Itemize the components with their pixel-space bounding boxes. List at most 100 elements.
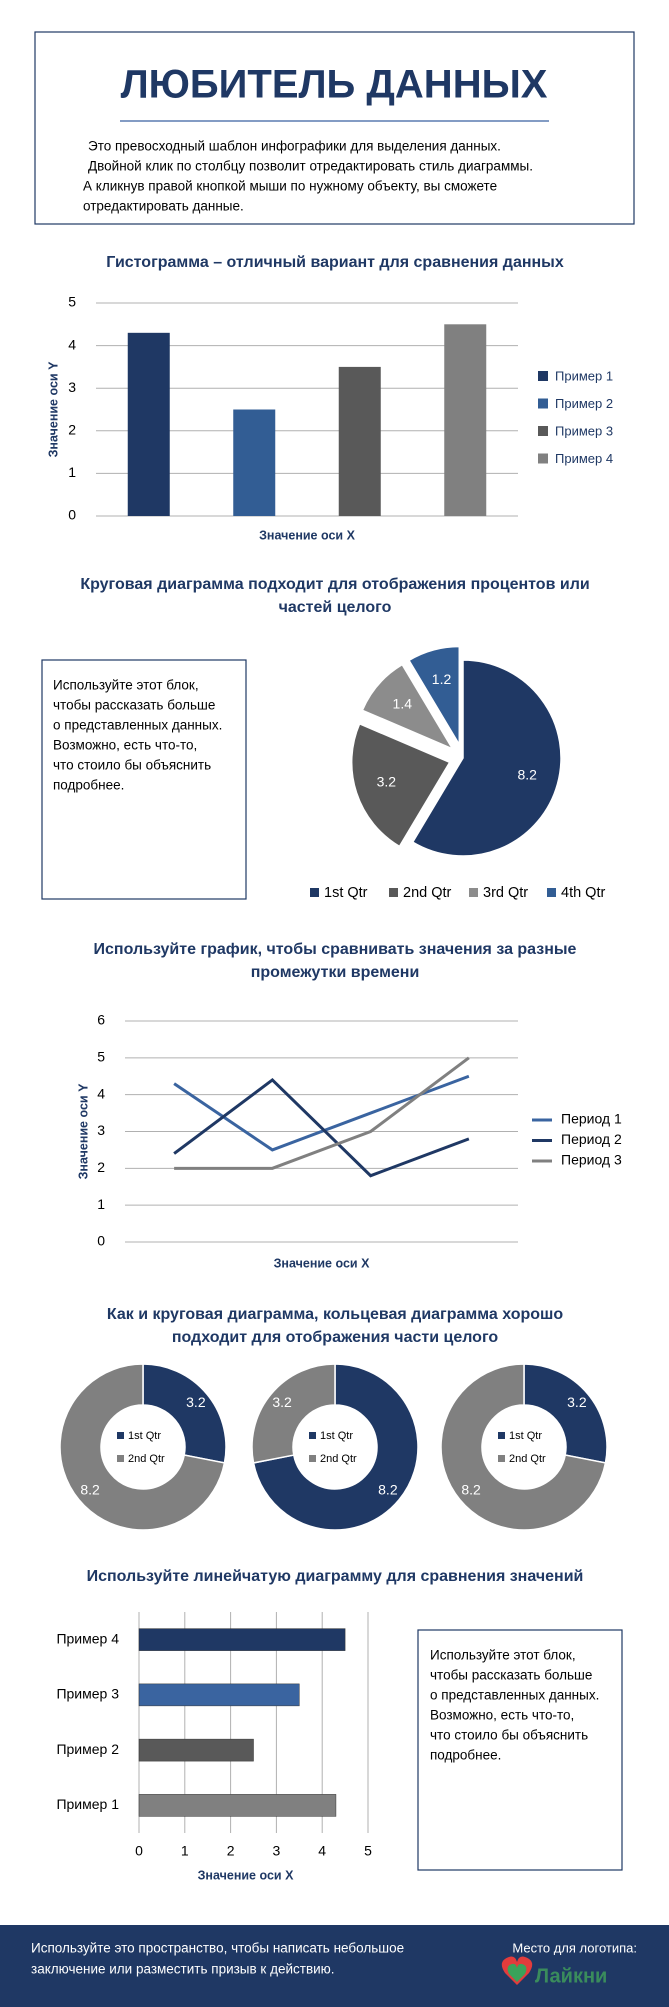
legend-swatch bbox=[309, 1432, 316, 1439]
legend-label: 2nd Qtr bbox=[509, 1453, 546, 1465]
legend-swatch bbox=[117, 1432, 124, 1439]
x-tick-label: 0 bbox=[135, 1843, 143, 1859]
pie-slice bbox=[350, 722, 451, 848]
y-tick-label: 3 bbox=[68, 379, 76, 395]
data-label: 8.2 bbox=[461, 1481, 481, 1497]
line-series bbox=[174, 1056, 470, 1170]
y-tick-label: 0 bbox=[97, 1233, 105, 1249]
legend-swatch bbox=[538, 426, 548, 436]
y-tick-label: 2 bbox=[68, 422, 76, 438]
data-label: 1.2 bbox=[432, 671, 452, 687]
legend-label: Период 1 bbox=[561, 1111, 622, 1127]
donut-slice bbox=[142, 1363, 227, 1464]
data-label: 3.2 bbox=[377, 774, 397, 790]
legend-label: 3rd Qtr bbox=[483, 885, 528, 901]
y-tick-label: Пример 3 bbox=[56, 1686, 119, 1702]
legend-swatch bbox=[389, 888, 398, 897]
text-block-line: Используйте этот блок, bbox=[430, 1648, 576, 1663]
bar bbox=[444, 324, 487, 516]
data-label: 1.4 bbox=[393, 696, 413, 712]
y-tick-label: Пример 1 bbox=[56, 1796, 119, 1812]
bar bbox=[233, 409, 276, 516]
text-block-line: Возможно, есть что-то, bbox=[430, 1708, 574, 1723]
x-axis-label: Значение оси X bbox=[259, 528, 355, 542]
donut-slice bbox=[252, 1363, 419, 1531]
legend-label: Пример 2 bbox=[555, 396, 613, 411]
text-block-line: что стоило бы объяснить bbox=[53, 758, 211, 773]
donut-slice bbox=[523, 1363, 608, 1464]
x-tick-label: 2 bbox=[227, 1843, 235, 1859]
legend-swatch bbox=[538, 453, 548, 464]
y-tick-label: Пример 2 bbox=[56, 1741, 119, 1757]
legend-label: 1st Qtr bbox=[320, 1430, 353, 1442]
legend-label: 2nd Qtr bbox=[320, 1453, 357, 1465]
chart-title: Гистограмма – отличный вариант для сравн… bbox=[106, 254, 564, 271]
legend-swatch bbox=[117, 1455, 124, 1462]
line-series bbox=[173, 1074, 470, 1152]
bar bbox=[138, 1794, 337, 1817]
header-box bbox=[34, 31, 635, 225]
legend-swatch bbox=[538, 398, 548, 409]
legend-label: 4th Qtr bbox=[561, 885, 605, 901]
legend-label: Пример 3 bbox=[555, 423, 613, 438]
x-tick-label: 3 bbox=[273, 1843, 281, 1859]
chart-title: Используйте график, чтобы сравнивать зна… bbox=[93, 941, 577, 981]
bar bbox=[338, 366, 381, 516]
legend-label: 1st Qtr bbox=[509, 1430, 542, 1442]
y-tick-label: Пример 4 bbox=[56, 1630, 119, 1646]
legend-label: Пример 1 bbox=[555, 368, 613, 383]
legend-swatch bbox=[498, 1455, 505, 1462]
x-tick-label: 1 bbox=[181, 1843, 189, 1859]
legend-label: 2nd Qtr bbox=[128, 1453, 165, 1465]
legend-swatch bbox=[310, 888, 319, 897]
bar bbox=[138, 1683, 300, 1707]
text-block-line: чтобы рассказать больше bbox=[430, 1668, 592, 1683]
bar bbox=[138, 1628, 346, 1651]
pie-slice bbox=[411, 659, 562, 857]
header-text: А кликнув правой кнопкой мыши по нужному… bbox=[83, 179, 497, 194]
y-tick-label: 3 bbox=[97, 1122, 105, 1138]
legend-label: Период 3 bbox=[561, 1152, 622, 1168]
x-tick-label: 5 bbox=[364, 1843, 372, 1859]
legend-label: 2nd Qtr bbox=[403, 885, 452, 901]
logo-text: Лайкни bbox=[535, 1965, 607, 1987]
legend-label: 1st Qtr bbox=[128, 1430, 161, 1442]
legend-swatch bbox=[469, 888, 478, 897]
y-tick-label: 5 bbox=[68, 294, 76, 310]
y-tick-label: 0 bbox=[68, 507, 76, 523]
text-block-line: что стоило бы объяснить bbox=[430, 1728, 588, 1743]
y-axis-label: Значение оси Y bbox=[76, 1083, 90, 1179]
footer-text: Используйте это пространство, чтобы напи… bbox=[31, 1941, 404, 1956]
legend-swatch bbox=[498, 1432, 505, 1439]
bar bbox=[138, 1738, 254, 1762]
data-label: 8.2 bbox=[518, 766, 538, 782]
x-axis-label: Значение оси X bbox=[198, 1868, 294, 1882]
text-block-line: чтобы рассказать больше bbox=[53, 698, 215, 713]
text-block-line: подробнее. bbox=[430, 1748, 501, 1763]
pie-slice bbox=[361, 663, 455, 751]
text-block-line: подробнее. bbox=[53, 778, 124, 793]
data-label: 8.2 bbox=[80, 1481, 100, 1497]
y-tick-label: 4 bbox=[68, 336, 76, 352]
text-block-line: Используйте этот блок, bbox=[53, 678, 199, 693]
legend-label: Пример 4 bbox=[555, 451, 613, 466]
chart-title: Используйте линейчатую диаграмму для сра… bbox=[86, 1568, 584, 1585]
donut-slice bbox=[59, 1363, 226, 1531]
legend-swatch bbox=[547, 888, 556, 897]
header-title: ЛЮБИТЕЛЬ ДАННЫХ bbox=[121, 63, 548, 107]
y-tick-label: 1 bbox=[68, 464, 76, 480]
data-label: 3.2 bbox=[186, 1394, 206, 1410]
legend-label: Период 2 bbox=[561, 1131, 622, 1147]
donut-slice bbox=[251, 1363, 336, 1464]
data-label: 8.2 bbox=[378, 1481, 398, 1497]
footer-band bbox=[0, 1925, 669, 2007]
donut-slice bbox=[440, 1363, 607, 1531]
y-tick-label: 6 bbox=[97, 1012, 105, 1028]
legend-label: 1st Qtr bbox=[324, 885, 368, 901]
header-text: отредактировать данные. bbox=[83, 199, 244, 214]
text-block-line: о представленных данных. bbox=[53, 718, 222, 733]
text-block-line: Возможно, есть что-то, bbox=[53, 738, 197, 753]
logo-label: Место для логотипа: bbox=[512, 1940, 637, 1955]
